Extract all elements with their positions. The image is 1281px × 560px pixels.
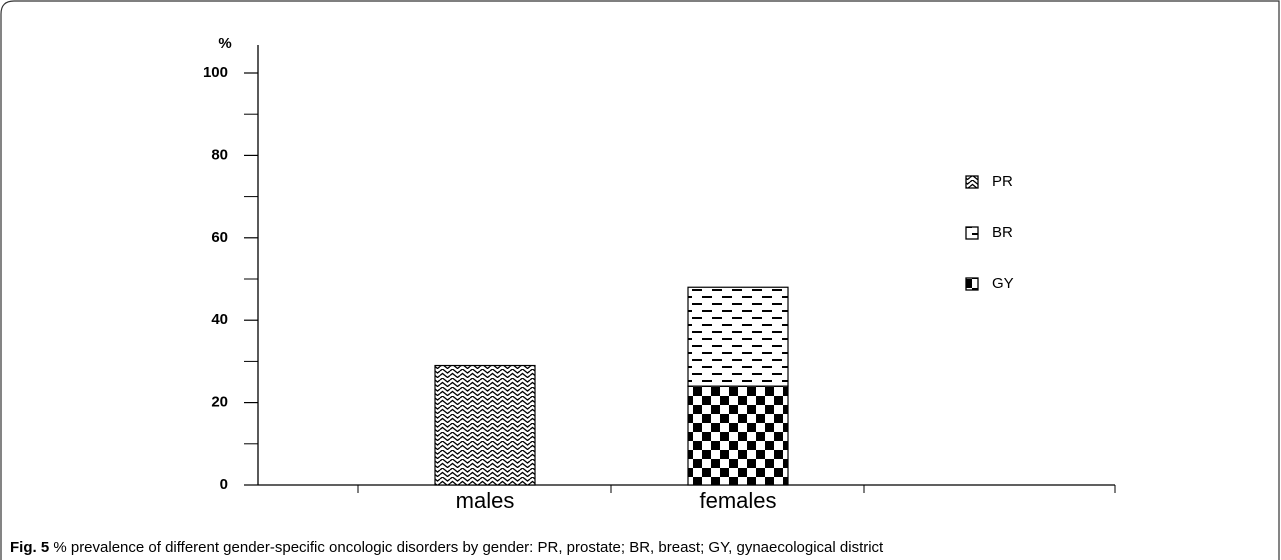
y-tick-label: 20: [211, 394, 228, 411]
legend-label: BR: [992, 224, 1013, 241]
legend-swatch: [965, 226, 979, 240]
y-tick-label: 40: [211, 311, 228, 328]
y-tick-label: 100: [203, 64, 228, 81]
legend-label: GY: [992, 275, 1014, 292]
y-tick-label: 0: [220, 476, 228, 493]
legend-label: PR: [992, 173, 1013, 190]
caption: Fig. 5 % prevalence of different gender-…: [10, 539, 884, 556]
y-tick-label: 60: [211, 229, 228, 246]
bar-segment: [687, 286, 789, 387]
legend-swatch: [965, 277, 979, 291]
x-tick-label: males: [456, 488, 515, 513]
y-axis-label: %: [218, 35, 231, 52]
y-tick-label: 80: [211, 146, 228, 163]
bar-segment: [687, 385, 789, 486]
bar-segment: [434, 364, 536, 486]
caption-label: Fig. 5: [10, 539, 49, 556]
legend-swatch: [965, 175, 979, 189]
caption-text: % prevalence of different gender-specifi…: [53, 539, 884, 556]
x-tick-label: females: [699, 488, 776, 513]
